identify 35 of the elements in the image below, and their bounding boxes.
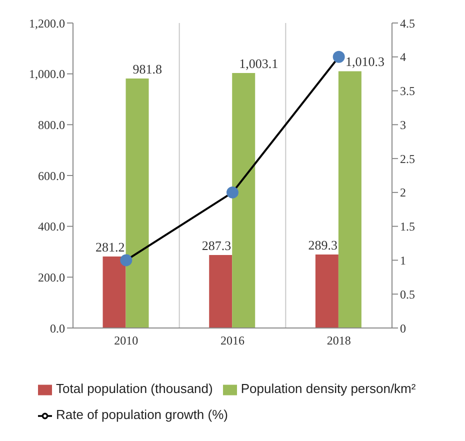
legend-label: Total population (thousand): [56, 381, 213, 396]
data-label: 281.2: [96, 240, 125, 255]
legend-label: Rate of population growth (%): [56, 407, 228, 422]
y2-tick-label: 2: [400, 186, 406, 200]
data-label: 1,003.1: [239, 56, 278, 72]
y-tick-label: 600.0: [38, 168, 65, 183]
y2-tick-label: 4: [400, 50, 406, 64]
y-tick-label: 0.0: [50, 321, 65, 336]
y2-tick-label: 1: [400, 253, 406, 268]
y2-tick-label: 3: [400, 118, 406, 132]
y2-tick-label: 3.5: [400, 84, 415, 98]
data-label: 289.3: [308, 237, 338, 252]
y-tick-label: 1,200.0: [29, 16, 65, 30]
bar: [232, 73, 256, 328]
x-tick-label: 2016: [220, 334, 244, 348]
y-tick-label: 200.0: [38, 270, 65, 284]
bar: [315, 254, 338, 328]
y2-tick-label: 2.5: [400, 152, 415, 166]
bar: [102, 256, 126, 328]
data-label: 287.3: [202, 238, 232, 253]
bar: [209, 254, 232, 328]
y2-tick-label: 0.5: [400, 287, 415, 302]
legend-label: Population density person/km²: [240, 381, 416, 396]
data-label: 981.8: [132, 61, 162, 76]
y2-tick-label: 1.5: [400, 220, 415, 234]
data-label: 1,010.3: [345, 54, 384, 70]
y-tick-label: 1,000.0: [29, 67, 65, 82]
x-tick-label: 2010: [114, 334, 138, 348]
y-tick-label: 800.0: [38, 118, 65, 132]
y2-tick-label: 0: [400, 321, 406, 336]
bar: [338, 71, 362, 328]
bar: [126, 78, 149, 328]
x-tick-label: 2018: [326, 334, 351, 348]
y2-tick-label: 4.5: [400, 16, 415, 30]
y-tick-label: 400.0: [38, 220, 65, 234]
